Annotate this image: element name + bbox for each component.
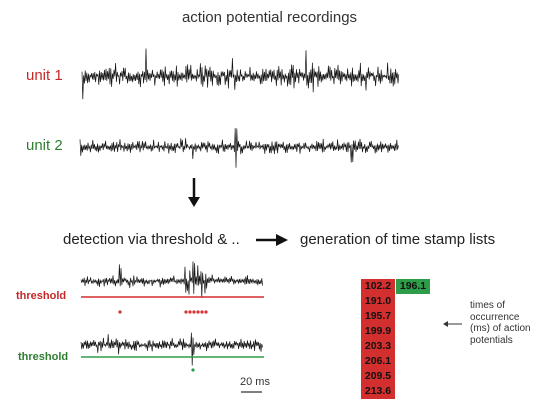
unit-1-detection-dot [196,310,200,314]
timestamp-cell: 191.0 [361,294,395,309]
diagram-title: action potential recordings [181,9,358,26]
unit-2-recording-trace [79,128,399,168]
timestamp-cell: 203.3 [361,339,395,354]
unit-2-detail-trace [80,332,263,366]
timestamp-caption: times of occurrence (ms) of action poten… [470,300,531,346]
unit-1-detection-dot [188,310,192,314]
generation-label: generation of time stamp lists [300,231,496,248]
timestamp-cell: 213.6 [361,384,395,399]
unit-1-recording-trace [81,48,400,100]
timestamp-cell: 206.1 [361,354,395,369]
timestamp-cell: 195.7 [361,309,395,324]
timestamp-cell: 199.9 [361,324,395,339]
unit-1-threshold-label: threshold [16,290,67,302]
down-arrow-icon [188,178,200,207]
unit-1-detection-dot [184,310,188,314]
scale-bar-label: 20 ms [240,376,270,388]
right-arrow-icon [256,234,288,246]
unit-2-threshold-label: threshold [18,351,69,363]
left-arrow-icon [443,321,462,327]
unit-2-label: unit 2 [26,137,63,154]
unit-1-detection-dot [118,310,122,314]
unit-1-detail-trace [80,261,263,298]
unit-1-detection-dot [200,310,204,314]
unit-2-detection-markers [191,368,195,372]
unit-2-detection-dot [191,368,195,372]
unit-1-detection-dot [192,310,196,314]
timestamp-cell: 102.2 [361,279,395,294]
detection-label: detection via threshold & .. [63,231,240,248]
unit-1-label: unit 1 [26,67,63,84]
unit-1-detection-dot [204,310,208,314]
timestamp-cell: 209.5 [361,369,395,384]
unit-1-detection-markers [118,310,208,314]
timestamp-cell: 196.1 [396,279,430,294]
